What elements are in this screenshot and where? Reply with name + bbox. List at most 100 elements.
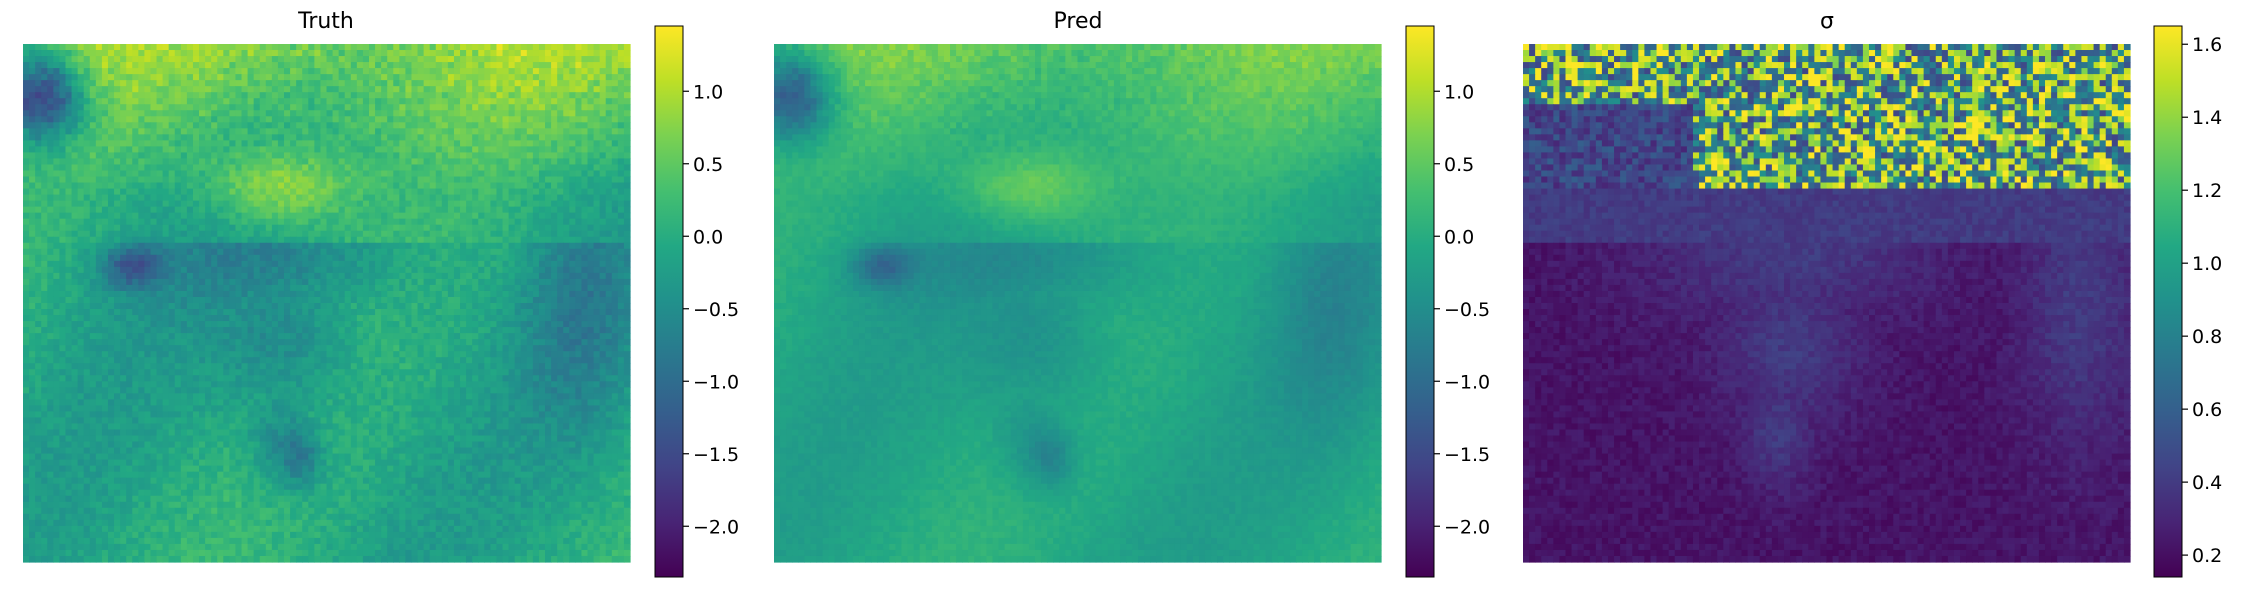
heatmap-cell [612,195,619,202]
heatmap-cell [612,189,619,196]
heatmap-cell [496,195,503,202]
heatmap-cell [290,183,297,190]
heatmap-cell [126,309,133,316]
heatmap-cell [302,158,309,165]
heatmap-cell [278,339,285,346]
heatmap-cell [242,128,249,135]
heatmap-cell [569,297,576,304]
heatmap-cell [551,219,558,226]
heatmap-cell [509,273,516,280]
heatmap-cell [448,164,455,171]
heatmap-cell [260,104,267,111]
heatmap-cell [248,98,255,105]
heatmap-cell [557,309,564,316]
heatmap-cell [345,62,352,69]
heatmap-cell [472,177,479,184]
heatmap-cell [545,92,552,99]
heatmap-cell [235,285,242,292]
heatmap-cell [308,333,315,340]
heatmap-cell [351,201,358,208]
heatmap-cell [96,201,103,208]
heatmap-cell [411,110,418,117]
heatmap-cell [339,321,346,328]
heatmap-cell [624,116,631,123]
heatmap-cell [108,333,115,340]
heatmap-cell [266,303,273,310]
heatmap-cell [606,321,613,328]
heatmap-cell [193,285,200,292]
heatmap-cell [223,170,230,177]
heatmap-cell [157,237,164,244]
heatmap-cell [351,291,358,298]
heatmap-cell [533,74,540,81]
heatmap-cell [41,110,48,117]
heatmap-cell [102,207,109,214]
heatmap-cell [47,183,54,190]
heatmap-cell [478,261,485,268]
heatmap-cell [41,303,48,310]
heatmap-cell [235,321,242,328]
heatmap-cell [169,189,176,196]
heatmap-cell [272,207,279,214]
heatmap-cell [290,74,297,81]
heatmap-cell [539,68,546,75]
heatmap-cell [229,183,236,190]
heatmap-cell [175,201,182,208]
heatmap-cell [187,140,194,147]
heatmap-cell [563,92,570,99]
heatmap-cell [242,122,249,129]
heatmap-cell [490,50,497,57]
heatmap-cell [205,333,212,340]
heatmap-cell [223,140,230,147]
heatmap-cell [314,146,321,153]
heatmap-cell [296,86,303,93]
heatmap-cell [248,56,255,63]
heatmap-cell [284,183,291,190]
heatmap-cell [187,86,194,93]
heatmap-cell [557,279,564,286]
heatmap-cell [223,315,230,322]
heatmap-cell [302,285,309,292]
heatmap-cell [527,128,534,135]
heatmap-cell [357,339,364,346]
heatmap-cell [187,128,194,135]
heatmap-cell [387,333,394,340]
heatmap-cell [217,261,224,268]
heatmap-cell [138,297,145,304]
heatmap-cell [405,243,412,250]
heatmap-cell [138,110,145,117]
heatmap-cell [618,92,625,99]
heatmap-cell [460,249,467,256]
heatmap-cell [211,98,218,105]
heatmap-cell [351,158,358,165]
heatmap-cell [581,50,588,57]
heatmap-cell [484,249,491,256]
heatmap-cell [72,86,79,93]
heatmap-cell [466,189,473,196]
heatmap-cell [569,255,576,262]
heatmap-cell [284,92,291,99]
heatmap-cell [65,309,72,316]
heatmap-cell [393,140,400,147]
heatmap-cell [175,98,182,105]
heatmap-cell [41,195,48,202]
heatmap-cell [478,44,485,51]
heatmap-cell [308,339,315,346]
heatmap-cell [460,134,467,141]
heatmap-cell [150,158,157,165]
heatmap-cell [533,44,540,51]
heatmap-cell [618,56,625,63]
heatmap-cell [114,134,121,141]
heatmap-cell [235,50,242,57]
heatmap-cell [96,231,103,238]
heatmap-cell [539,122,546,129]
heatmap-cell [114,195,121,202]
heatmap-cell [594,86,601,93]
heatmap-cell [120,98,127,105]
heatmap-cell [612,128,619,135]
heatmap-cell [496,231,503,238]
heatmap-cell [284,285,291,292]
heatmap-cell [211,164,218,171]
heatmap-cell [302,291,309,298]
heatmap-cell [424,279,431,286]
